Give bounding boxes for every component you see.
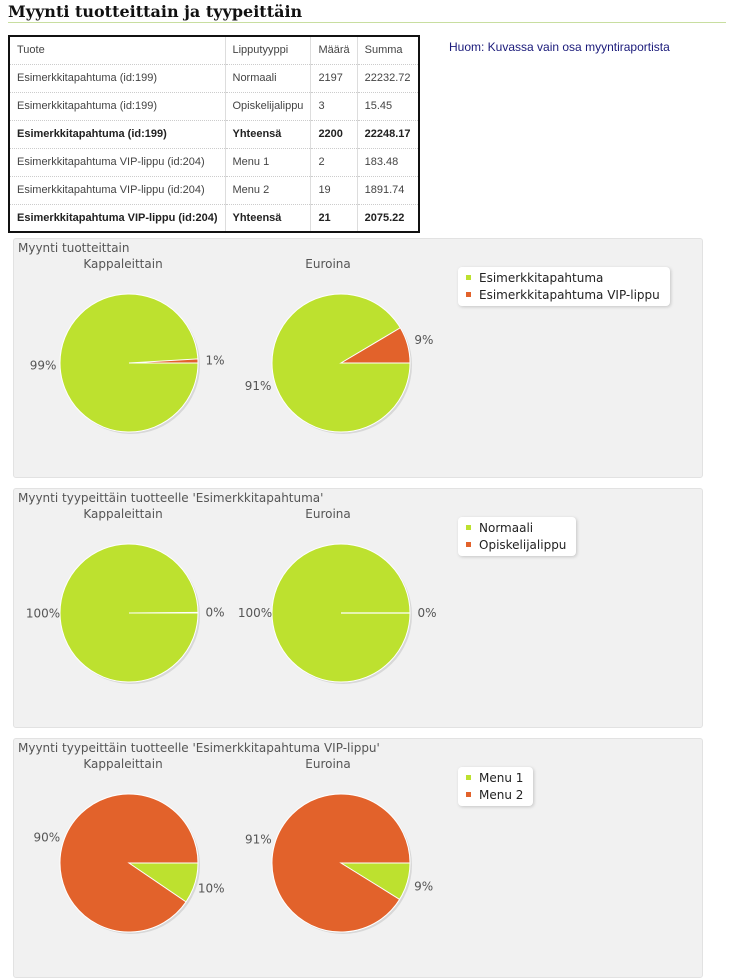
- panel-title: Myynti tyypeittäin tuotteelle 'Esimerkki…: [18, 741, 380, 755]
- header-quantity: Määrä: [310, 36, 358, 65]
- legend-item[interactable]: Normaali: [466, 519, 566, 536]
- chart-legend: Menu 1 Menu 2: [458, 767, 534, 806]
- cell-product: Esimerkkitapahtuma VIP-lippu (id:204): [9, 176, 226, 205]
- cell-ticket-type: Normaali: [225, 64, 312, 93]
- cell-sum: 2075.22: [364, 211, 405, 224]
- legend-label: Menu 1: [479, 770, 524, 785]
- table-row: Esimerkkitapahtuma (id:199) Normaali 219…: [9, 64, 419, 93]
- pie-slice-menu-2[interactable]: [59, 793, 199, 933]
- cell-ticket-type: Yhteensä: [225, 120, 312, 149]
- table-row: Esimerkkitapahtuma VIP-lippu (id:204) Me…: [9, 148, 419, 177]
- cell-quantity: 21: [310, 204, 358, 232]
- chart-subtitle: Kappaleittain: [83, 757, 163, 771]
- legend-item[interactable]: Esimerkkitapahtuma: [466, 269, 660, 286]
- cell-ticket-type: Opiskelijalippu: [225, 92, 312, 121]
- cell-quantity: 19: [310, 176, 358, 205]
- pie-percent-label: 10%: [198, 881, 225, 895]
- chart-subtitle: Euroina: [305, 507, 351, 521]
- cell-product: Esimerkkitapahtuma (id:199): [9, 120, 226, 149]
- legend-label: Menu 2: [479, 787, 524, 802]
- legend-item[interactable]: Opiskelijalippu: [466, 536, 566, 553]
- chart-panel-by-type-event: Myynti tyypeittäin tuotteelle 'Esimerkki…: [13, 488, 703, 728]
- pie-percent-label: 9%: [414, 333, 433, 347]
- report-note: Huom: Kuvassa vain osa myyntiraportista: [449, 40, 670, 54]
- legend-swatch: [466, 525, 471, 530]
- panel-title: Myynti tyypeittäin tuotteelle 'Esimerkki…: [18, 491, 324, 505]
- page-title: Myynti tuotteittain ja tyypeittäin: [8, 2, 303, 21]
- chart-panel-by-type-vip: Myynti tyypeittäin tuotteelle 'Esimerkki…: [13, 738, 703, 978]
- cell-quantity: 3: [310, 92, 358, 121]
- table-row: Esimerkkitapahtuma VIP-lippu (id:204) Me…: [9, 176, 419, 205]
- cell-quantity: 2200: [310, 120, 358, 149]
- legend-swatch: [466, 792, 471, 797]
- cell-product: Esimerkkitapahtuma (id:199): [9, 92, 226, 121]
- cell-sum: 22232.72: [357, 64, 419, 93]
- cell-sum: 22248.17: [357, 120, 419, 149]
- pie-percent-label: 1%: [205, 353, 224, 367]
- cell-quantity: 2197: [310, 64, 358, 93]
- table-row-total: Esimerkkitapahtuma (id:199) Yhteensä 220…: [9, 120, 419, 149]
- chart-subtitle: Kappaleittain: [83, 507, 163, 521]
- header-ticket-type: Lipputyyppi: [225, 36, 312, 65]
- pie-percent-label: 91%: [245, 832, 272, 846]
- cell-ticket-type: Yhteensä: [225, 204, 312, 232]
- cell-sum: 1891.74: [357, 176, 419, 205]
- cell-product: Esimerkkitapahtuma (id:199): [9, 64, 226, 93]
- pie-slice-opiskelijalippu[interactable]: [128, 611, 199, 614]
- table-row: Esimerkkitapahtuma (id:199) Opiskelijali…: [9, 92, 419, 121]
- chart-legend: Normaali Opiskelijalippu: [458, 517, 577, 556]
- title-divider: [8, 22, 726, 23]
- pie-percent-label: 0%: [417, 606, 436, 620]
- legend-item[interactable]: Menu 2: [466, 786, 523, 803]
- pie-percent-label: 90%: [33, 831, 60, 845]
- cell-product: Esimerkkitapahtuma VIP-lippu (id:204): [9, 148, 226, 177]
- legend-swatch: [466, 292, 471, 297]
- pie-chart-area: 10% 90% 9% 91%: [33, 793, 433, 934]
- chart-subtitle: Euroina: [305, 757, 351, 771]
- cell-product: Esimerkkitapahtuma VIP-lippu (id:204): [9, 204, 226, 232]
- pie-percent-label: 99%: [30, 359, 57, 373]
- panel-title: Myynti tuotteittain: [18, 241, 130, 255]
- sales-table: Tuote Lipputyyppi Määrä Summa Esimerkkit…: [8, 35, 420, 233]
- chart-subtitle: Euroina: [305, 257, 351, 271]
- chart-legend: Esimerkkitapahtuma Esimerkkitapahtuma VIP…: [458, 267, 670, 306]
- pie-percent-label: 100%: [238, 606, 272, 620]
- pie-slice-menu-2[interactable]: [271, 793, 411, 933]
- pie-chart-area: 100% 0% 100% 0%: [26, 543, 437, 684]
- cell-sum: 15.45: [357, 92, 419, 121]
- legend-label: Esimerkkitapahtuma VIP-lippu: [479, 287, 660, 302]
- legend-item[interactable]: Menu 1: [466, 769, 523, 786]
- cell-sum: 183.48: [357, 148, 419, 177]
- legend-swatch: [466, 775, 471, 780]
- header-product: Tuote: [9, 36, 226, 65]
- pie-chart-area: 99% 1% 91% 9%: [30, 293, 433, 434]
- pie-slice-esimerkkitapahtuma-vip-lippu[interactable]: [339, 327, 411, 364]
- pie-percent-label: 100%: [26, 606, 60, 620]
- pie-percent-label: 9%: [414, 880, 433, 894]
- legend-item[interactable]: Esimerkkitapahtuma VIP-lippu: [466, 286, 660, 303]
- pie-percent-label: 91%: [245, 379, 272, 393]
- chart-subtitle: Kappaleittain: [83, 257, 163, 271]
- table-row-total: Esimerkkitapahtuma VIP-lippu (id:204) Yh…: [9, 204, 419, 232]
- cell-ticket-type: Menu 1: [225, 148, 312, 177]
- legend-swatch: [466, 275, 471, 280]
- pie-percent-label: 0%: [205, 606, 224, 620]
- legend-label: Opiskelijalippu: [479, 537, 567, 552]
- legend-swatch: [466, 542, 471, 547]
- legend-label: Normaali: [479, 520, 534, 535]
- cell-quantity: 2: [310, 148, 358, 177]
- cell-ticket-type: Menu 2: [225, 176, 312, 205]
- table-header-row: Tuote Lipputyyppi Määrä Summa: [9, 36, 419, 65]
- chart-panel-by-product: Myynti tuotteittain Kappaleittain Euroin…: [13, 238, 703, 478]
- header-sum: Summa: [357, 36, 419, 65]
- legend-label: Esimerkkitapahtuma: [479, 270, 604, 285]
- pie-slice-esimerkkitapahtuma-vip-lippu[interactable]: [128, 358, 199, 364]
